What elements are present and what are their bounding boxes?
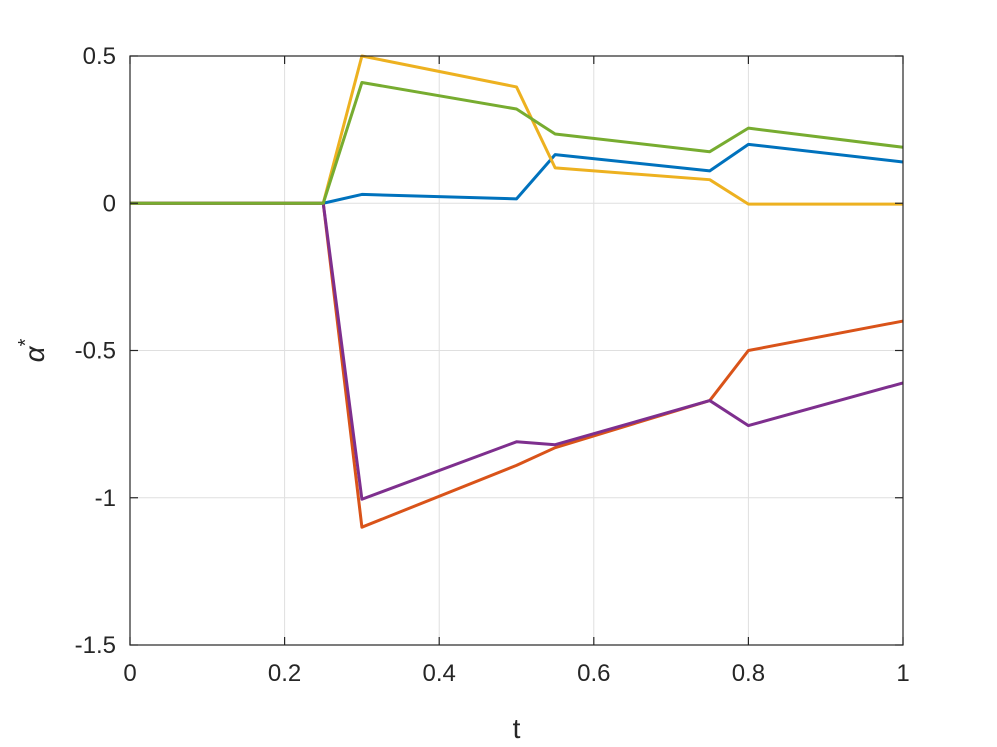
y-tick-label: 0.5: [83, 43, 116, 70]
y-tick-label: 0: [103, 190, 116, 217]
x-tick-label: 0: [123, 660, 136, 687]
x-tick-label: 0.6: [577, 660, 610, 687]
x-tick-label: 0.8: [732, 660, 765, 687]
y-axis-title: α*: [15, 338, 50, 362]
x-tick-label: 1: [896, 660, 909, 687]
x-tick-label: 0.2: [268, 660, 301, 687]
x-tick-label: 0.4: [423, 660, 456, 687]
y-tick-label: -1: [95, 485, 116, 512]
y-axis-title-symbol: α: [19, 345, 50, 362]
series-line-4: [130, 201, 904, 501]
series-line-1: [130, 142, 904, 205]
x-axis-title: t: [513, 713, 521, 744]
y-tick-label: -0.5: [75, 338, 116, 365]
series-line-5: [130, 81, 904, 205]
tick-labels: 0 0.2 0.4 0.6 0.8 1 -1.5 -1 -0.5 0 0.5: [75, 43, 910, 687]
axes: [129, 55, 904, 646]
y-tick-label: -1.5: [75, 632, 116, 659]
y-axis-title-superscript: *: [15, 338, 37, 346]
data-series: [130, 54, 904, 529]
